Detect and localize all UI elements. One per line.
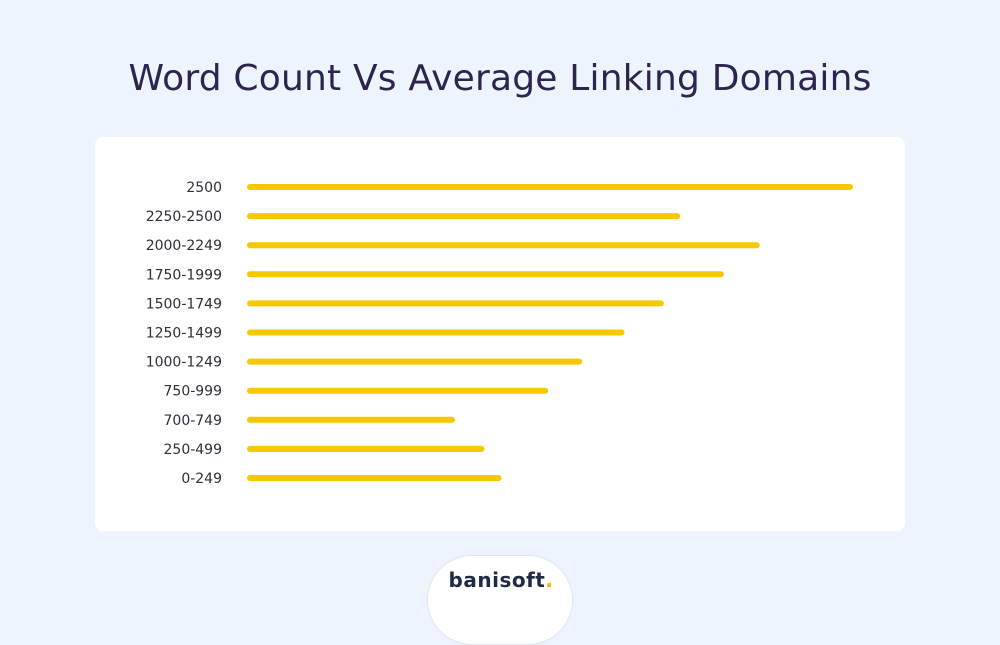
logo: banisoft. xyxy=(428,568,574,592)
chart-card: 2500 2250-2500 2000-2249 1750-1999 1500-1749… xyxy=(95,137,905,531)
category-labels: 2500 2250-2500 2000-2249 1750-1999 1500-1749… xyxy=(146,180,222,487)
category-label: 2500 xyxy=(186,180,222,196)
category-label: 700-749 xyxy=(164,413,223,429)
logo-text: banisoft xyxy=(448,568,546,592)
bar-chart: 2500 2250-2500 2000-2249 1750-1999 1500-1749… xyxy=(146,180,853,487)
category-label: 1250-1499 xyxy=(146,326,222,342)
logo-dot-icon: . xyxy=(545,568,554,592)
category-label: 1500-1749 xyxy=(146,296,222,312)
category-label: 1000-1249 xyxy=(146,355,222,371)
category-label: 750-999 xyxy=(164,384,223,400)
category-label: 2000-2249 xyxy=(146,238,222,254)
category-label: 0-249 xyxy=(181,471,222,487)
chart-title: Word Count Vs Average Linking Domains xyxy=(128,58,872,99)
bars xyxy=(247,184,853,481)
logo-badge: banisoft. xyxy=(427,555,573,645)
category-label: 2250-2500 xyxy=(146,209,222,225)
category-label: 250-499 xyxy=(164,442,223,458)
category-label: 1750-1999 xyxy=(146,267,222,283)
